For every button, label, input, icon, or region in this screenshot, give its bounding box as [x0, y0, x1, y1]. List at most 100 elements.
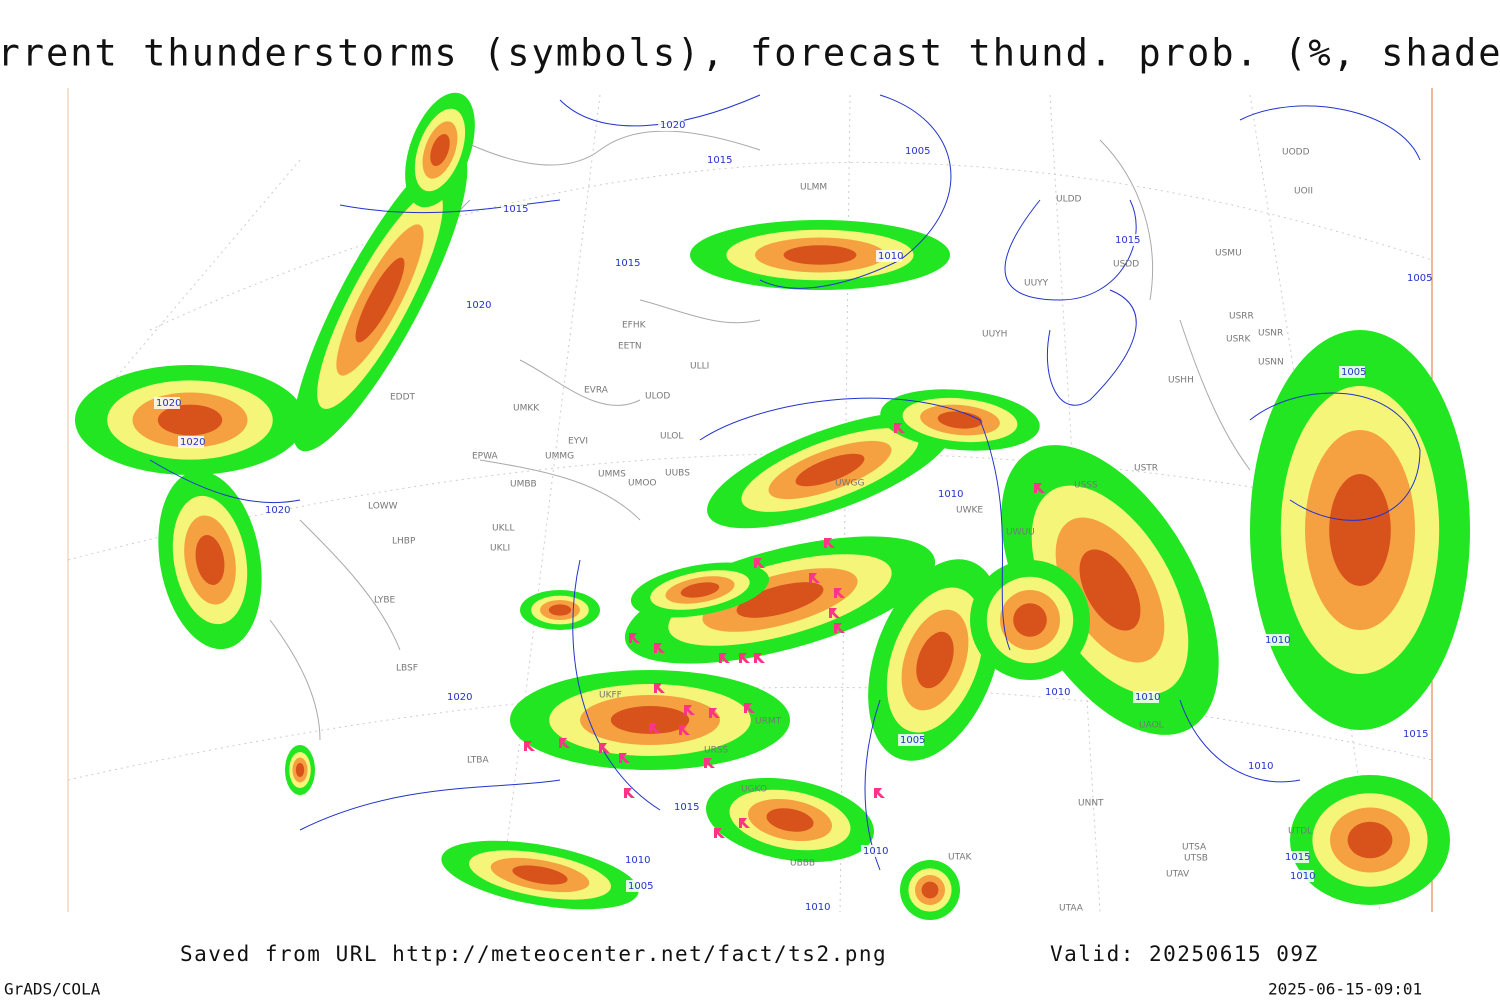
isobar-label-bg [1113, 234, 1139, 246]
shade-3 [916, 631, 954, 689]
shade-3 [1347, 821, 1393, 859]
station-label: UUBS [665, 469, 690, 479]
shade-3 [355, 257, 405, 343]
storm-symbol [629, 633, 640, 643]
isobar-label: 1015 [707, 155, 732, 166]
isobar-label: 1010 [1290, 871, 1315, 882]
station-label: USSS [1074, 481, 1098, 491]
shade-3 [783, 245, 857, 265]
map-labels: EFHK EETN EVRA ULLI ULOD ULOL UMKK EYVI UMMG EPWA… [154, 119, 1432, 914]
isobar-label: 1020 [156, 398, 181, 409]
storm-symbol [834, 588, 845, 598]
station-label: UMBB [510, 480, 537, 490]
isobar-label-bg [178, 436, 204, 448]
shade-3 [195, 535, 225, 585]
station-label: UWGG [835, 479, 864, 489]
isobar-label-bg [861, 845, 887, 857]
isobar-label-bg [263, 504, 289, 516]
station-label: UBBB [790, 859, 815, 869]
isobar-label: 1005 [1407, 273, 1432, 284]
station-label: UTAV [1166, 870, 1190, 880]
station-label: UKFF [599, 691, 622, 701]
station-label: EPWA [472, 452, 499, 462]
shade-3 [766, 808, 814, 832]
station-label: UMOO [628, 479, 657, 489]
storm-symbol [654, 683, 665, 693]
isobar-label: 1010 [863, 846, 888, 857]
station-label: USDD [1113, 260, 1139, 270]
isobar-label-bg [936, 488, 962, 500]
title: Current thunderstorms (symbols), forecas… [0, 32, 1500, 75]
isobar-label-bg [1133, 691, 1159, 703]
shade-3 [680, 582, 720, 598]
station-label: UTDL [1288, 827, 1312, 837]
station-label: EDDT [390, 393, 416, 403]
isobar-label: 1010 [938, 489, 963, 500]
isobar-label-bg [1043, 686, 1069, 698]
isobar-label: 1015 [1285, 852, 1310, 863]
station-label: UUYH [982, 330, 1007, 340]
station-label: UGKO [741, 785, 767, 795]
isobar-label-bg [154, 397, 180, 409]
isobar-label-bg [1263, 634, 1289, 646]
map: EFHK EETN EVRA ULLI ULOD ULOL UMKK EYVI UMMG EPWA… [67, 88, 1470, 920]
isobar-label-bg [613, 257, 639, 269]
station-label: UTSA [1182, 843, 1207, 853]
storm-symbol [829, 608, 840, 618]
shade-3 [548, 604, 572, 616]
station-label: UAOL [1139, 721, 1164, 731]
isobar-label-bg [876, 250, 902, 262]
credit: GrADS/COLA [4, 980, 101, 999]
station-label: LHBP [392, 537, 416, 547]
shade-3 [295, 763, 305, 777]
station-label: EETN [618, 342, 642, 352]
station-label: UMMS [598, 470, 626, 480]
storm-symbol [824, 538, 835, 548]
valid-time: Valid: 20250615 09Z [1050, 942, 1319, 966]
storm-symbol [654, 643, 665, 653]
isobar-label: 1020 [265, 505, 290, 516]
storm-symbol [704, 758, 715, 768]
station-label: USMU [1215, 249, 1242, 259]
timestamp: 2025-06-15-09:01 [1268, 980, 1422, 999]
isobar-label: 1020 [660, 120, 685, 131]
isobar-label: 1010 [878, 251, 903, 262]
shade-3 [1329, 474, 1391, 586]
station-label: URMT [755, 717, 782, 727]
isobar-label: 1010 [1045, 687, 1070, 698]
isobar-label: 1010 [1135, 692, 1160, 703]
isobar-label: 1010 [805, 902, 830, 913]
shade-3 [157, 404, 223, 436]
thunderstorm-symbols [524, 423, 1045, 838]
isobar-label-bg [623, 854, 649, 866]
isobar-label: 1015 [1403, 729, 1428, 740]
station-label: ULMM [800, 183, 827, 193]
isobar-label: 1005 [905, 146, 930, 157]
isobar-label-bg [898, 734, 924, 746]
shade-3 [1079, 549, 1141, 631]
isobars [149, 94, 1421, 871]
isobar-label: 1005 [628, 881, 653, 892]
station-label: LTBA [467, 756, 489, 766]
isobar-label: 1020 [466, 300, 491, 311]
station-label: UNNT [1078, 799, 1104, 809]
isobar-label: 1015 [503, 204, 528, 215]
station-label: URSS [704, 746, 729, 756]
shade-3 [921, 881, 939, 899]
station-label: UMMG [545, 452, 574, 462]
storm-symbol [649, 723, 660, 733]
isobar-label-bg [1246, 760, 1272, 772]
isobar-label-bg [658, 119, 684, 131]
shade-3 [512, 865, 568, 885]
storm-symbol [754, 558, 765, 568]
station-label: UUYY [1024, 279, 1049, 289]
storm-symbol [599, 743, 610, 753]
storm-symbol [684, 705, 695, 715]
isobar-label: 1010 [1248, 761, 1273, 772]
storm-symbol [714, 828, 725, 838]
station-label: UWUU [1006, 528, 1035, 538]
isobar-label: 1010 [1265, 635, 1290, 646]
station-label: ULOD [645, 392, 670, 402]
shade-3 [795, 453, 865, 487]
